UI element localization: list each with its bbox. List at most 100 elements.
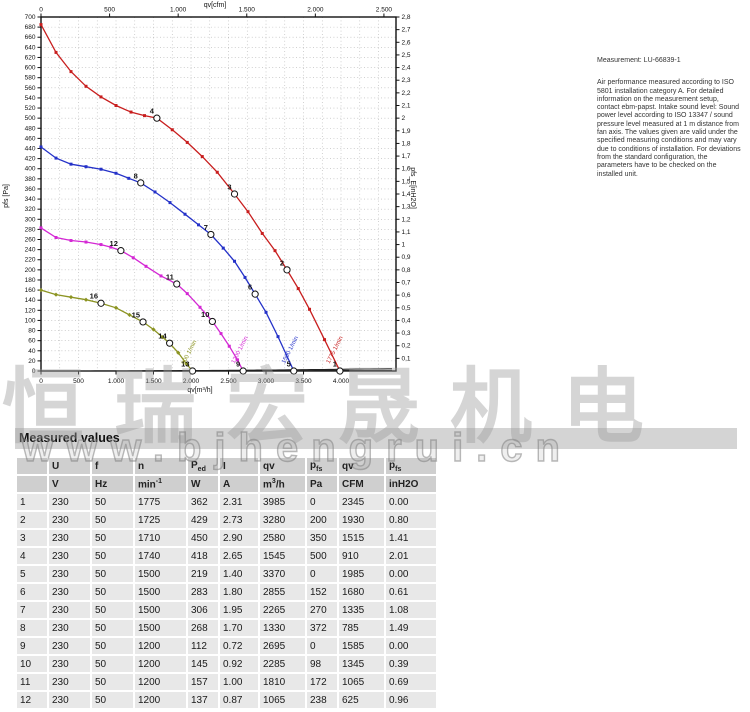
data-marker — [276, 335, 280, 339]
data-marker — [243, 275, 247, 279]
svg-text:680: 680 — [25, 24, 36, 31]
table-cell: 2 — [17, 512, 47, 528]
data-marker — [159, 274, 163, 278]
svg-text:0: 0 — [32, 368, 36, 375]
data-marker — [200, 155, 204, 159]
data-marker — [53, 292, 59, 297]
table-cell: 50 — [92, 692, 133, 708]
bottom-axis-title: qv[m³/h] — [187, 387, 212, 394]
data-marker — [38, 287, 44, 293]
svg-text:0,7: 0,7 — [402, 280, 411, 287]
data-marker — [264, 310, 268, 314]
table-cell: 1.41 — [386, 530, 436, 546]
svg-text:40: 40 — [28, 348, 36, 355]
svg-text:0,9: 0,9 — [402, 254, 411, 261]
table-header-cell — [17, 458, 47, 474]
svg-text:3.000: 3.000 — [258, 378, 275, 385]
data-marker — [109, 245, 113, 249]
operating-point — [117, 247, 125, 255]
operating-point — [251, 290, 259, 298]
operating-point — [188, 367, 197, 375]
svg-text:0: 0 — [39, 378, 43, 385]
table-cell: 230 — [49, 548, 90, 564]
table-cell: 0.92 — [220, 656, 258, 672]
svg-text:520: 520 — [25, 105, 36, 112]
table-cell: 1680 — [339, 584, 384, 600]
table-header-cell — [17, 476, 47, 492]
table-header-cell: f — [92, 458, 133, 474]
speed-label: 900 1/min — [181, 340, 198, 366]
data-marker — [233, 259, 237, 263]
data-marker — [39, 23, 43, 27]
operating-point-label: 11 — [166, 273, 174, 282]
data-marker — [127, 312, 132, 317]
table-cell: 1985 — [339, 566, 384, 582]
table-cell: 1.40 — [220, 566, 258, 582]
data-marker — [198, 305, 202, 309]
svg-text:360: 360 — [25, 186, 36, 193]
table-cell: 910 — [339, 548, 384, 564]
svg-text:420: 420 — [25, 156, 36, 163]
table-cell: 50 — [92, 548, 133, 564]
svg-text:500: 500 — [25, 115, 36, 122]
operating-point — [137, 179, 145, 187]
table-cell: 50 — [92, 566, 133, 582]
table-cell: 10 — [17, 656, 47, 672]
svg-text:2,8: 2,8 — [402, 14, 411, 21]
table-header-cell: qv — [339, 458, 384, 474]
data-marker — [184, 361, 189, 367]
svg-text:640: 640 — [25, 44, 36, 51]
operating-point — [166, 339, 174, 347]
table-header-cell: CFM — [339, 476, 384, 492]
svg-text:1,3: 1,3 — [402, 204, 411, 211]
operating-point-label: 2 — [280, 258, 284, 267]
table-cell: 2695 — [260, 638, 305, 654]
speed-label: 1200 1/min — [231, 336, 250, 365]
operating-point-label: 8 — [134, 171, 138, 180]
table-cell: 306 — [188, 602, 218, 618]
svg-text:1,9: 1,9 — [402, 128, 411, 135]
table-cell: 0.96 — [386, 692, 436, 708]
svg-text:2.500: 2.500 — [220, 378, 237, 385]
svg-text:80: 80 — [28, 328, 36, 335]
svg-text:2.000: 2.000 — [183, 378, 200, 385]
data-marker — [84, 240, 88, 244]
table-cell: 429 — [188, 512, 218, 528]
data-marker — [83, 297, 89, 302]
svg-text:1,5: 1,5 — [402, 178, 411, 185]
data-marker — [99, 167, 103, 171]
table-cell: 137 — [188, 692, 218, 708]
table-cell: 2.73 — [220, 512, 258, 528]
table-cell: 2.65 — [220, 548, 258, 564]
data-marker — [170, 128, 174, 132]
table-cell: 50 — [92, 494, 133, 510]
data-marker — [160, 334, 165, 340]
table-header-cell: A — [220, 476, 258, 492]
table-cell: 2.01 — [386, 548, 436, 564]
table-cell: 1585 — [339, 638, 384, 654]
svg-text:2,4: 2,4 — [402, 65, 411, 72]
svg-text:2,7: 2,7 — [402, 27, 411, 34]
table-cell: 1200 — [135, 638, 186, 654]
table-header-cell: U — [49, 458, 90, 474]
table-row: 10 230 50 1200 145 0.92 2285 98 1345 0.39 — [17, 656, 436, 672]
table-cell: 3370 — [260, 566, 305, 582]
data-marker — [39, 226, 43, 230]
table-cell: 230 — [49, 692, 90, 708]
table-cell: 230 — [49, 566, 90, 582]
table-cell: 50 — [92, 584, 133, 600]
data-marker — [69, 70, 73, 74]
svg-text:2: 2 — [402, 115, 406, 122]
table-cell: 1.49 — [386, 620, 436, 636]
svg-text:1.500: 1.500 — [239, 7, 256, 14]
svg-text:0,6: 0,6 — [402, 292, 411, 299]
table-cell: 2345 — [339, 494, 384, 510]
table-cell: 1500 — [135, 584, 186, 600]
operating-point-label: 13 — [181, 360, 189, 369]
data-marker — [168, 201, 172, 205]
table-cell: 230 — [49, 656, 90, 672]
measured-values-band: Measured values — [15, 428, 737, 449]
table-cell: 1775 — [135, 494, 186, 510]
